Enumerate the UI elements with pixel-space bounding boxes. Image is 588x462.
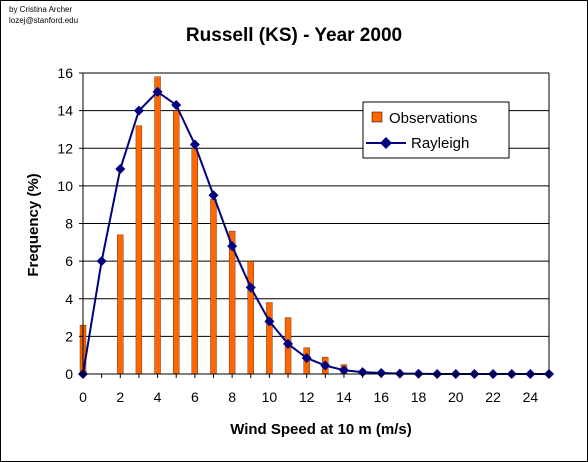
x-tick-label: 20 [448,389,464,405]
rayleigh-point [283,338,294,349]
x-tick-label: 0 [79,389,87,405]
credit-line-1: by Cristina Archer [9,5,72,14]
rayleigh-point [115,163,126,174]
y-tick-label: 6 [65,253,73,269]
rayleigh-point [245,282,256,293]
x-tick-label: 6 [191,389,199,405]
observation-bar [210,198,217,375]
y-tick-label: 16 [57,65,73,81]
y-tick-label: 0 [65,366,73,382]
rayleigh-point [96,256,107,267]
y-tick-label: 14 [57,103,73,119]
x-tick-label: 18 [411,389,427,405]
rayleigh-point [189,139,200,150]
legend-rayleigh-marker [380,137,392,149]
observation-bar [173,110,180,375]
x-tick-label: 22 [485,389,501,405]
rayleigh-point [171,99,182,110]
legend: Observations Rayleigh [362,101,510,159]
x-tick-label: 12 [299,389,315,405]
legend-observations-label: Observations [389,110,477,127]
x-tick-label: 10 [262,389,278,405]
y-tick-label: 12 [57,140,73,156]
rayleigh-point [152,86,163,97]
rayleigh-point [227,241,238,252]
observation-bar [191,148,198,375]
x-tick-label: 14 [336,389,352,405]
observation-bar [135,125,143,375]
x-tick-label: 24 [523,389,539,405]
x-tick-label: 2 [116,389,124,405]
x-tick-label: 4 [154,389,162,405]
legend-box [362,101,510,159]
chart-title: Russell (KS) - Year 2000 [186,25,402,46]
y-tick-label: 8 [65,216,73,232]
rayleigh-series [78,86,554,379]
x-tick-label: 16 [373,389,389,405]
observation-bar [154,76,161,375]
rayleigh-point [264,316,275,327]
rayleigh-point [376,368,387,379]
y-tick-label: 10 [57,178,73,194]
legend-rayleigh-label: Rayleigh [411,135,469,152]
y-tick-label: 2 [65,328,73,344]
x-tick-labels: 0 2 4 6 8 10 12 14 16 18 20 22 24 [79,389,538,405]
legend-observations-swatch [371,111,383,123]
observation-bar [266,302,273,375]
rayleigh-point [338,365,349,376]
y-tick-labels: 0 2 4 6 8 10 12 14 16 [57,65,73,382]
rayleigh-point [320,360,331,371]
rayleigh-point [208,190,219,201]
credit-line-2: lozej@stanford.edu [9,16,78,25]
x-axis-title: Wind Speed at 10 m (m/s) [230,421,412,438]
y-axis-title: Frequency (%) [25,173,42,276]
x-tick-label: 8 [228,389,236,405]
rayleigh-point [133,105,144,116]
observation-bar [117,234,124,375]
axes [79,72,550,378]
rayleigh-point [301,353,312,364]
observation-bar [247,260,254,375]
rayleigh-point [357,367,368,378]
y-tick-label: 4 [65,291,73,307]
